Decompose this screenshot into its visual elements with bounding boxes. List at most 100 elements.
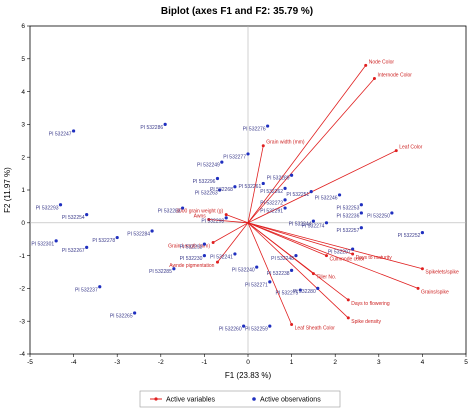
variable-arrowhead-leaf-color (394, 149, 398, 153)
x-axis-label: F1 (23.83 %) (225, 371, 272, 380)
observation-point (133, 311, 137, 315)
observation-point (202, 254, 206, 258)
observation-label: PI 532286 (140, 125, 163, 131)
variable-label-spikelets-spike: Spikelets/spike (425, 270, 459, 276)
variable-arrow-leaf-color (247, 150, 397, 224)
observation-label: PI 532289 (267, 176, 290, 182)
variable-arrow-leaf-sheath-color (247, 222, 292, 325)
observation-label: PI 532291 (260, 209, 283, 215)
variable-label-leaf-sheath-color: Leaf Sheath Color (295, 325, 336, 331)
observation-label: PI 532275 (276, 291, 299, 297)
observation-label: PI 532240 (232, 268, 255, 274)
x-tick-label: -1 (202, 359, 208, 366)
variable-label-grain-width-mm: Grain width (mm) (266, 140, 305, 146)
variable-arrow-node-color (247, 65, 367, 224)
observation-point (283, 198, 287, 202)
x-tick-label: 4 (421, 359, 425, 366)
variable-arrowhead-spikelets-spike (420, 267, 424, 271)
observation-label: PI 532262 (260, 189, 283, 195)
observation-label: PI 532249 (197, 163, 220, 169)
variable-arrow-grains-spike (247, 222, 419, 289)
observation-point (294, 254, 298, 258)
observation-point (233, 185, 237, 189)
variable-label-spike-density: Spike density (351, 319, 381, 325)
observation-label: PI 532276 (243, 127, 266, 133)
observation-label: PI 532259 (245, 327, 268, 333)
observation-label: PI 532246 (315, 195, 338, 201)
observation-point (283, 206, 287, 210)
y-tick-label: 4 (21, 89, 25, 96)
variable-arrowhead-awnde-pigmentation (215, 260, 219, 264)
variable-arrow-grain-length-mm (212, 222, 249, 243)
observation-point (268, 280, 272, 284)
variable-arrowhead-grain-width-mm (261, 144, 265, 148)
x-tick-label: 5 (464, 359, 468, 366)
observation-label: PI 532241 (210, 254, 233, 260)
observation-label: PI 532267 (62, 248, 85, 254)
observation-point (268, 324, 272, 328)
observation-point (220, 160, 224, 164)
variable-label-node-color: Node Color (369, 59, 395, 65)
observation-label: PI 532293 (36, 205, 59, 211)
observation-label: PI 532253 (337, 205, 360, 211)
observation-point (261, 181, 265, 186)
y-axis-label: F2 (11.97 %) (3, 167, 12, 213)
observation-label: PI 532257 (337, 228, 360, 234)
observation-label: PI 532272 (260, 200, 283, 206)
observation-label: PI 532248 (271, 256, 294, 262)
x-tick-label: -4 (71, 359, 77, 366)
variable-arrowhead-grain-length-mm (211, 240, 215, 244)
variable-arrow-3000-grain-weight-g (226, 214, 249, 224)
observation-label: PI 532236 (337, 213, 360, 219)
observation-label: PI 532247 (49, 131, 72, 137)
legend-variables-marker-dot (154, 397, 158, 401)
observation-point (202, 242, 206, 246)
x-tick-label: -2 (158, 359, 164, 366)
variable-label-tiller-no: Tiller No. (316, 275, 336, 281)
observation-label: PI 532260 (219, 327, 242, 333)
observation-point (85, 213, 89, 217)
variable-arrowhead-culmnode-color (324, 254, 328, 258)
variable-arrow-awns (208, 219, 249, 224)
observation-point (98, 285, 102, 289)
variable-label-awnde-pigmentation: Awnde pigmentation (169, 263, 214, 269)
observation-label: PI 532283 (158, 209, 181, 215)
x-tick-label: 2 (333, 359, 337, 366)
x-tick-label: 0 (246, 359, 250, 366)
observation-label: PI 532230 (180, 256, 203, 262)
observation-point (150, 229, 154, 233)
variable-arrow-internode-color (247, 78, 375, 224)
variable-arrow-grain-width-mm (247, 145, 264, 223)
y-tick-label: 5 (21, 56, 25, 63)
variable-arrowhead-days-to-maturity (351, 252, 355, 256)
variable-arrowhead-spike-density (346, 316, 350, 320)
variable-arrows: Node Color Internode Color Leaf Color Grain… (168, 59, 459, 331)
variable-arrowhead-days-to-flowering (346, 298, 350, 302)
variable-arrow-days-to-flowering (247, 222, 349, 301)
observation-point (224, 216, 228, 220)
x-tick-label: 3 (377, 359, 381, 366)
variable-arrowhead-node-color (364, 63, 368, 67)
observation-point (283, 186, 287, 190)
y-tick-label: -1 (19, 253, 25, 260)
observation-label: PI 532237 (75, 287, 98, 293)
observation-label: PI 532238 (267, 271, 290, 277)
variable-arrowhead-grains-spike (416, 286, 420, 290)
observation-point (85, 245, 89, 249)
observation-label: PI 532297 (328, 250, 351, 256)
observation-label: PI 532252 (398, 233, 421, 239)
variable-label-grains-spike: Grains/spike (421, 289, 449, 295)
observation-label: PI 532277 (223, 154, 246, 160)
observation-point (246, 152, 250, 156)
observation-label: PI 532301 (31, 241, 54, 247)
observation-point (316, 286, 320, 290)
observation-point (115, 235, 119, 240)
observation-label: PI 532271 (245, 282, 268, 288)
variable-label-culmnode-color: Culmnode color (329, 257, 364, 263)
observation-point (218, 188, 222, 192)
observation-point (255, 265, 259, 269)
